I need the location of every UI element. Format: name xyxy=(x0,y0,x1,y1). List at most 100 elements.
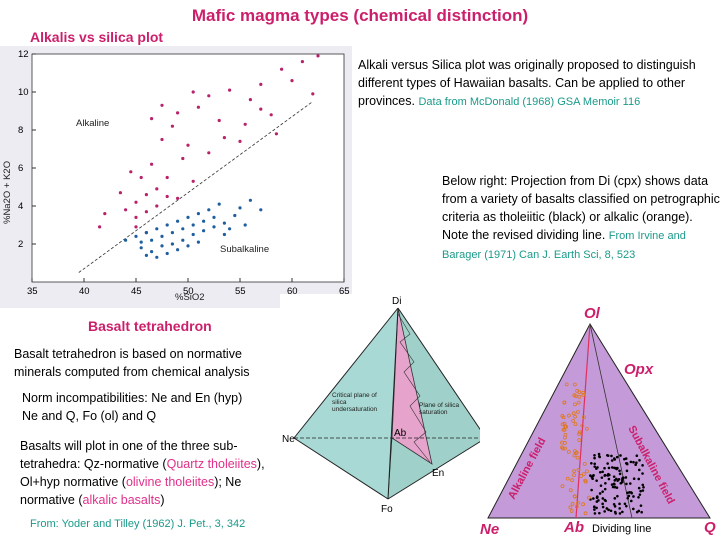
y-tick-label: 8 xyxy=(18,125,23,136)
tholeiitic-point xyxy=(613,485,617,489)
alkalic-point xyxy=(581,390,586,395)
alkaline-point xyxy=(103,212,107,216)
alkalic-point xyxy=(562,435,567,440)
tholeiitic-point xyxy=(616,479,619,482)
tetra-face-left xyxy=(294,308,398,499)
tholeiitic-point xyxy=(634,463,637,467)
quartz-tholeiites-term: Quartz tholeiites xyxy=(166,457,257,471)
alkalic-point xyxy=(577,395,582,399)
projection-citation: From Irvine and Barager (1971) Can J. Ea… xyxy=(442,230,686,261)
tholeiitic-point xyxy=(637,486,641,490)
subalkaline-point xyxy=(222,232,226,237)
subtetra-text-1: Basalts will plot in one of the three su… xyxy=(20,439,238,471)
subalkaline-point xyxy=(170,231,174,235)
alkaline-point xyxy=(134,200,138,204)
field-label-alkaline: Alkaline xyxy=(76,118,109,129)
alkalic-point xyxy=(570,502,575,506)
alkalic-point xyxy=(560,446,565,451)
subalkaline-point xyxy=(124,238,128,242)
tholeiitic-point xyxy=(621,476,625,480)
tholeiitic-point xyxy=(623,457,626,461)
tholeiitic-point xyxy=(623,502,627,506)
alkalic-point xyxy=(563,446,567,451)
subalkaline-point xyxy=(160,234,164,238)
tholeiitic-point xyxy=(605,507,609,510)
tholeiitic-point xyxy=(637,496,640,499)
axis-ticks: 35 40 45 50 55 60 65 2 4 6 8 10 12 xyxy=(18,49,350,297)
subalkaline-point xyxy=(202,229,206,233)
norm-incompatibilities: Norm incompatibilities: Ne and En (hyp) … xyxy=(22,389,282,425)
vertex-q-proj: Q xyxy=(704,519,716,536)
tholeiitic-point xyxy=(610,459,614,462)
critical-plane-label: Critical plane of silica undersaturation xyxy=(332,392,378,413)
alkaline-point xyxy=(165,194,169,199)
dividing-line xyxy=(78,101,314,273)
alkalic-point xyxy=(576,468,581,472)
vertex-di: Di xyxy=(392,296,401,307)
alkaline-point xyxy=(124,208,128,212)
tholeiitic-point xyxy=(612,482,616,486)
tholeiitic-point xyxy=(590,476,594,479)
tholeiitic-point xyxy=(627,494,631,498)
page-title: Mafic magma types (chemical distinction) xyxy=(191,6,529,25)
tholeiitic-point xyxy=(601,470,604,474)
tholeiitic-point xyxy=(625,462,629,466)
x-tick-label: 55 xyxy=(235,286,246,297)
subalkaline-point xyxy=(186,215,190,219)
alkalic-point xyxy=(574,504,579,509)
tholeiitic-point xyxy=(593,453,596,457)
alkalic-point xyxy=(572,453,577,458)
tholeiitic-point xyxy=(603,487,607,491)
alkalic-point xyxy=(568,505,573,510)
subalkaline-point xyxy=(248,198,252,202)
subalkaline-point xyxy=(191,223,195,227)
tholeiitic-point xyxy=(612,475,616,478)
tholeiitic-point xyxy=(638,493,642,496)
y-tick-label: 2 xyxy=(18,239,23,250)
y-tick-label: 12 xyxy=(18,49,29,60)
subalkaline-point xyxy=(186,244,190,248)
subalkaline-point xyxy=(144,253,148,257)
tholeiitic-point xyxy=(590,488,593,492)
tholeiitic-point xyxy=(635,461,638,465)
alkalic-point xyxy=(572,382,577,387)
alkalic-point xyxy=(573,394,578,399)
tholeiitic-point xyxy=(632,507,635,511)
tholeiitic-point xyxy=(614,477,618,481)
tholeiitic-point xyxy=(603,510,606,513)
alkalic-point xyxy=(569,509,574,513)
tholeiitic-point xyxy=(601,505,605,509)
alkaline-point xyxy=(228,88,232,92)
tholeiitic-point xyxy=(641,483,645,487)
tholeiitic-point xyxy=(592,497,595,500)
alkaline-point xyxy=(243,122,247,126)
tholeiitic-point xyxy=(610,466,614,469)
norm-line-1: Norm incompatibilities: Ne and En (hyp) xyxy=(22,391,243,405)
tholeiitic-point xyxy=(596,466,599,469)
x-tick-label: 60 xyxy=(287,286,298,297)
tholeiitic-point xyxy=(615,467,618,471)
tholeiitic-point xyxy=(624,476,628,479)
vertex-fo: Fo xyxy=(381,504,393,515)
tholeiitic-point xyxy=(603,498,607,502)
alkaline-point xyxy=(274,132,278,136)
alkaline-point xyxy=(196,105,200,109)
tholeiitic-point xyxy=(628,482,632,485)
vertex-ne: Ne xyxy=(282,434,295,445)
tholeiitic-point xyxy=(593,462,596,466)
subalkaline-point xyxy=(191,232,195,237)
subtetra-text-4: ) xyxy=(160,493,165,507)
subalkaline-point xyxy=(150,238,154,242)
alkalic-point xyxy=(572,469,577,474)
tholeiitic-point xyxy=(618,512,622,515)
alkalic-point xyxy=(577,432,581,436)
tholeiitic-point xyxy=(614,512,617,515)
alkalic-basalts-term: alkalic basalts xyxy=(82,493,161,507)
subalkaline-point xyxy=(243,223,247,227)
tholeiitic-point xyxy=(598,470,602,474)
tholeiitic-point xyxy=(639,489,642,493)
alkalic-point xyxy=(577,438,582,442)
tholeiitic-point xyxy=(618,472,622,476)
tholeiitic-point xyxy=(611,485,615,489)
tholeiitic-point xyxy=(601,497,605,500)
